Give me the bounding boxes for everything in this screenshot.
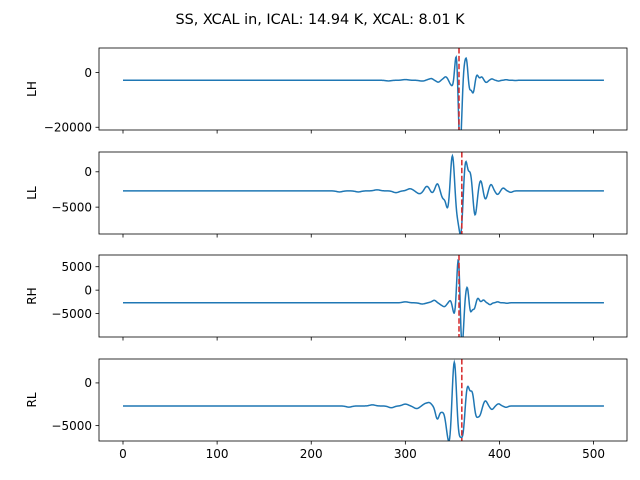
x-tick-label: 500 [582, 447, 605, 461]
y-tick-label: 0 [84, 283, 92, 297]
axes-frame [98, 151, 628, 235]
y-axis-label: RH [25, 287, 39, 304]
chart-title: SS, XCAL in, ICAL: 14.94 K, XCAL: 8.01 K [175, 12, 465, 28]
panel-ll: 0 −5000 LL [25, 151, 628, 238]
x-tick-label: 400 [488, 447, 511, 461]
y-axis-label: LL [25, 186, 39, 200]
x-tick-label: 0 [119, 447, 127, 461]
y-tick-label: −5000 [51, 200, 92, 214]
x-tick-label: 200 [300, 447, 323, 461]
series-line [123, 55, 604, 130]
axes-frame [98, 254, 628, 338]
x-tick-label: 100 [206, 447, 229, 461]
series-line [123, 258, 604, 337]
series-line [123, 153, 604, 234]
x-tick-label: 300 [394, 447, 417, 461]
panel-lh: 0 −20000 LH [25, 47, 628, 135]
axes-frame [98, 47, 628, 131]
panel-rh: 5000 0 −5000 RH [25, 254, 628, 341]
y-tick-label: 0 [84, 66, 92, 80]
y-tick-label: −20000 [44, 121, 92, 135]
y-tick-label: 5000 [61, 260, 92, 274]
y-axis-label: RL [25, 392, 39, 407]
y-axis-label: LH [25, 81, 39, 97]
y-tick-label: −5000 [51, 419, 92, 433]
panel-rl: 0 −5000 0 100 200 300 400 500 RL [25, 358, 628, 461]
panels: 0 −20000 LH 0 −5000 LL 5000 0 −5000 RH 0 −5000 0 100 2… [25, 47, 628, 461]
y-tick-label: −5000 [51, 307, 92, 321]
series-line [123, 359, 604, 441]
y-tick-label: 0 [84, 165, 92, 179]
y-tick-label: 0 [84, 376, 92, 390]
axes-frame [98, 358, 628, 442]
